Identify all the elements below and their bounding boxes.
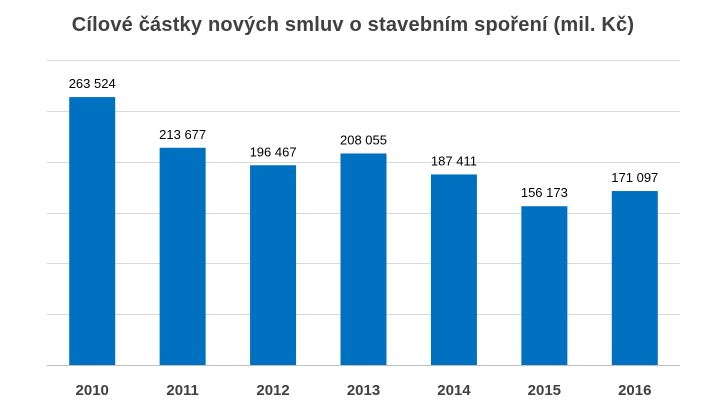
x-tick-label-2011: 2011 <box>166 382 199 399</box>
bar-2010 <box>69 97 116 366</box>
x-tick-label-2014: 2014 <box>437 382 471 399</box>
data-label-2010: 263 524 <box>69 76 116 91</box>
bar-2013 <box>340 153 387 365</box>
data-label-2015: 156 173 <box>521 185 568 200</box>
bar-2015 <box>521 206 568 365</box>
bar-2014 <box>430 174 477 365</box>
data-labels: 263 524 213 677 196 467 208 055 187 411 156 1… <box>69 76 659 200</box>
bar-2016 <box>611 191 658 365</box>
x-tick-label-2010: 2010 <box>76 382 109 399</box>
data-label-2012: 196 467 <box>250 144 297 159</box>
chart-title: Cílové částky nových smluv o stavebním s… <box>71 14 635 36</box>
x-tick-label-2015: 2015 <box>528 382 561 399</box>
bar-2011 <box>159 147 206 365</box>
data-label-2014: 187 411 <box>431 153 477 168</box>
x-tick-label-2016: 2016 <box>618 382 651 399</box>
x-axis-tick-labels: 2010 2011 2012 2013 2014 2015 2016 <box>76 382 652 399</box>
data-label-2011: 213 677 <box>159 127 206 142</box>
x-tick-label-2012: 2012 <box>256 382 289 399</box>
data-label-2013: 208 055 <box>340 132 387 147</box>
x-tick-label-2013: 2013 <box>347 382 380 399</box>
bars <box>69 97 658 366</box>
data-label-2016: 171 097 <box>611 170 658 185</box>
bar-2012 <box>250 165 297 365</box>
